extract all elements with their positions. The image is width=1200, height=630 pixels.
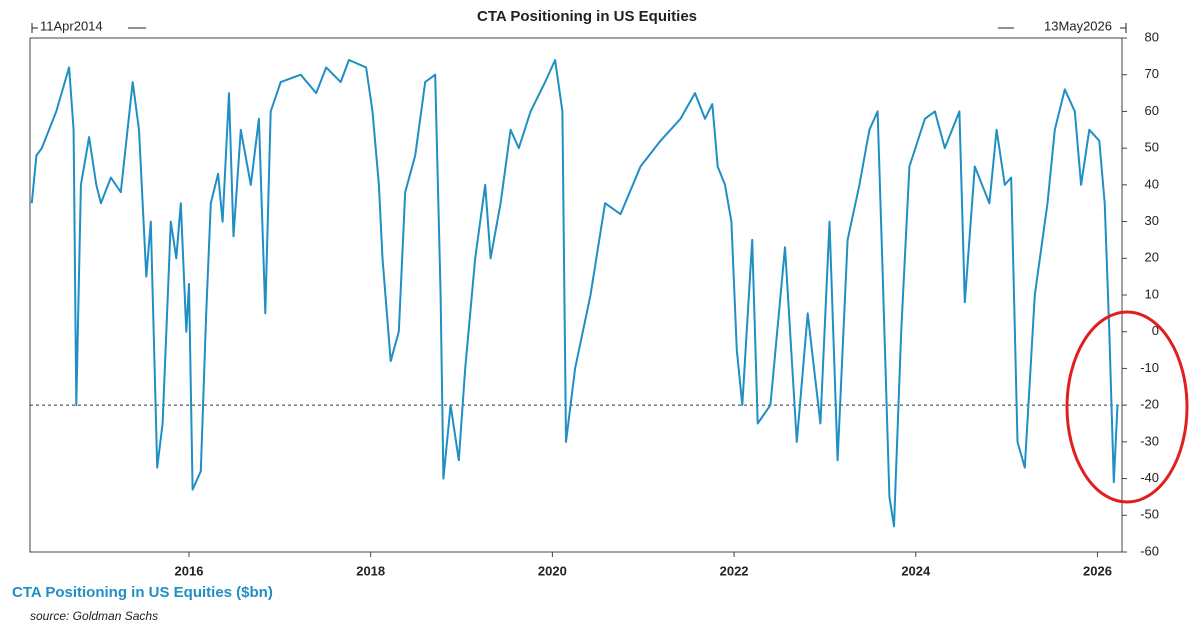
y-tick-label: 80 [1145, 29, 1159, 44]
y-tick-label: 0 [1152, 323, 1159, 338]
y-tick-label: 30 [1145, 213, 1159, 228]
y-axis-label: CTA Positioning in US Equities ($bn) [12, 584, 273, 601]
y-tick-label: -20 [1140, 397, 1159, 412]
y-tick-label: 10 [1145, 286, 1159, 301]
x-tick-label: 2018 [356, 563, 385, 578]
source: source: Goldman Sachs [30, 609, 158, 623]
x-tick-label: 2020 [538, 563, 567, 578]
y-tick-label: -30 [1140, 433, 1159, 448]
end-label: 13May2026 [1044, 18, 1112, 33]
x-tick-label: 2024 [901, 563, 931, 578]
y-tick-label: -50 [1140, 507, 1159, 522]
y-tick-label: -60 [1140, 543, 1159, 558]
x-tick-label: 2022 [720, 563, 749, 578]
y-tick-label: 70 [1145, 66, 1159, 81]
start-label: 11Apr2014 [40, 18, 103, 33]
highlight-circle [1065, 310, 1189, 504]
line-series [30, 59, 1119, 528]
y-tick-label: 20 [1145, 250, 1159, 265]
x-tick-label: 2016 [175, 563, 204, 578]
chart-title: CTA Positioning in US Equities [477, 8, 697, 25]
range-marker [31, 23, 1127, 33]
y-tick-label: -40 [1140, 470, 1159, 485]
x-tick-label: 2026 [1083, 563, 1112, 578]
y-tick-label: 40 [1145, 176, 1159, 191]
y-tick-label: -10 [1140, 360, 1159, 375]
y-tick-label: 60 [1145, 103, 1159, 118]
y-tick-label: 50 [1145, 140, 1159, 155]
